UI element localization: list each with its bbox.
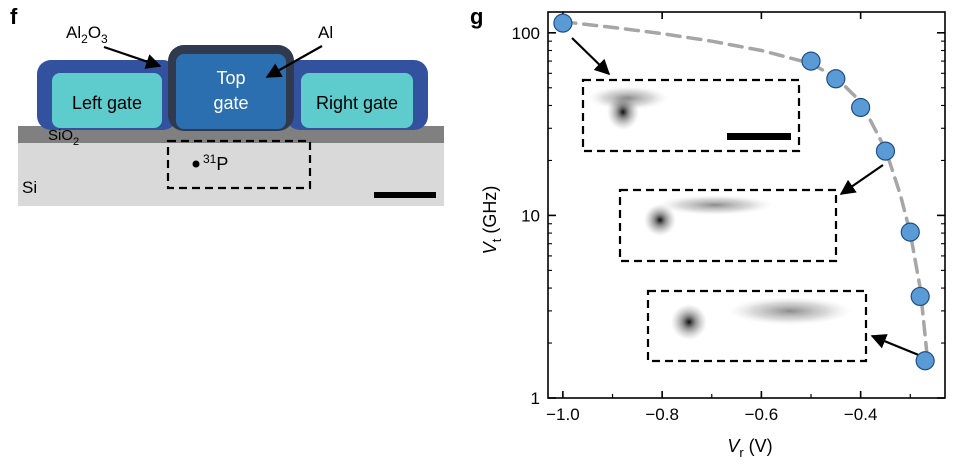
top-gate-label-line1: Top — [216, 68, 245, 88]
data-point — [553, 13, 573, 33]
donor-region-box — [166, 139, 312, 190]
right-gate-label: Right gate — [316, 93, 398, 113]
y-tick-label: 1 — [531, 389, 540, 408]
right-gate — [301, 73, 413, 128]
donor-dot — [192, 160, 200, 168]
inset-3 — [646, 289, 868, 363]
data-point — [910, 286, 930, 307]
si-label: Si — [22, 178, 37, 197]
sio2-layer — [18, 126, 444, 143]
data-points-group — [553, 13, 935, 371]
panel-f: f Left gate Right gate Top gate Al2O3 Al… — [10, 4, 444, 206]
fit-curve — [561, 19, 930, 363]
inset-1-box — [581, 78, 801, 153]
data-point — [900, 222, 920, 242]
al2o3-label: Al2O3 — [66, 23, 108, 46]
al-arrow — [265, 45, 323, 78]
sio2-label: SiO2 — [48, 127, 79, 148]
inset-2-blob — [657, 195, 773, 215]
panel-g: g −1.0 −0.8 −0.6 −0.4 1 10 100 — [470, 4, 946, 460]
plot-axes: −1.0 −0.8 −0.6 −0.4 1 10 100 — [512, 11, 946, 424]
x-tick-label: −1.0 — [546, 405, 580, 424]
inset-1-dot — [607, 94, 639, 130]
left-gate — [52, 73, 162, 128]
y-tick-label: 10 — [521, 206, 540, 225]
x-axis-label: Vr (V) — [727, 436, 772, 460]
x-tick-label: −0.6 — [745, 405, 779, 424]
panel-g-label: g — [470, 4, 483, 29]
si-substrate — [18, 142, 444, 206]
x-tick-label: −0.4 — [844, 405, 878, 424]
arrow-to-inset-1 — [571, 37, 611, 76]
inset-2 — [618, 188, 838, 263]
al2o3-arrow — [103, 45, 162, 69]
scale-bar-g — [727, 133, 791, 140]
left-gate-label: Left gate — [72, 93, 142, 113]
y-axis-label: Vt (GHz) — [480, 186, 504, 255]
panel-f-label: f — [10, 4, 18, 29]
arrow-to-inset-2 — [839, 164, 884, 195]
inset-3-blob — [728, 297, 852, 325]
plot-frame — [547, 11, 946, 399]
inset-1 — [581, 78, 801, 153]
data-point — [915, 351, 935, 371]
inset-2-dot — [644, 204, 676, 236]
inset-3-box — [646, 289, 868, 363]
top-gate-label-line2: gate — [213, 93, 248, 113]
arrow-to-inset-3 — [870, 334, 927, 360]
fit-curve-group — [561, 19, 930, 363]
data-point — [801, 51, 821, 71]
data-point — [875, 141, 896, 161]
scale-bar-f — [374, 192, 436, 198]
donor-label: 31P — [203, 152, 228, 174]
inset-2-box — [618, 188, 838, 263]
data-point — [826, 69, 846, 89]
y-tick-label: 100 — [512, 24, 540, 43]
x-tick-label: −0.8 — [645, 405, 679, 424]
top-gate — [176, 54, 286, 129]
al-label: Al — [318, 23, 333, 42]
data-point — [851, 97, 871, 118]
inset-3-dot — [671, 304, 707, 340]
